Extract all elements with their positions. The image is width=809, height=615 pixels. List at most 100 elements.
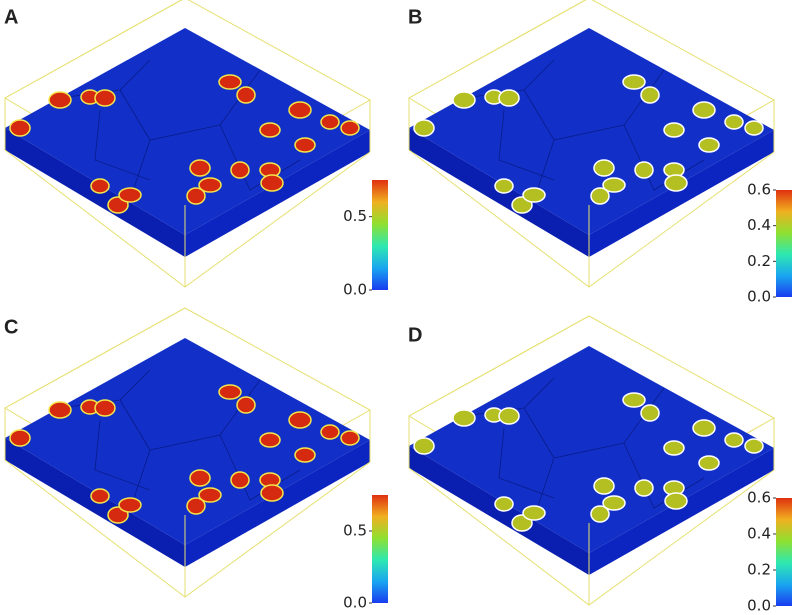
spot bbox=[94, 89, 116, 107]
spot bbox=[48, 91, 72, 109]
colorbar-tick-label: 0.0 bbox=[343, 594, 367, 612]
spot bbox=[94, 399, 116, 417]
box-edges bbox=[408, 100, 775, 288]
colorbar-tick-label: 0.6 bbox=[747, 181, 771, 199]
spot bbox=[320, 424, 340, 440]
colorbar bbox=[776, 498, 792, 606]
spot bbox=[664, 174, 688, 192]
colorbar bbox=[372, 180, 388, 290]
spot bbox=[698, 137, 720, 153]
slab-side bbox=[185, 440, 370, 567]
spot bbox=[413, 437, 435, 455]
spot bbox=[288, 101, 312, 119]
spot bbox=[640, 404, 660, 422]
panel-label: B bbox=[408, 6, 422, 28]
colorbar-tick-label: 0.0 bbox=[343, 281, 367, 299]
spot bbox=[590, 187, 610, 205]
spot bbox=[602, 495, 626, 511]
spot bbox=[413, 119, 435, 137]
spot bbox=[294, 447, 316, 463]
spot bbox=[198, 487, 222, 503]
colorbar-tick-label: 0.0 bbox=[747, 288, 771, 306]
grain-boundaries bbox=[59, 369, 301, 511]
slab-top bbox=[5, 28, 370, 235]
spot bbox=[663, 440, 685, 456]
spot bbox=[260, 484, 284, 502]
spot bbox=[294, 137, 316, 153]
spot bbox=[230, 471, 250, 489]
spot bbox=[320, 114, 340, 130]
box-edges bbox=[408, 315, 590, 468]
spot bbox=[186, 187, 206, 205]
spot bbox=[118, 497, 142, 513]
slab-top bbox=[409, 28, 774, 235]
panel: B 0.0 0.2 0.4 0.6 bbox=[407, 0, 792, 306]
slab-side bbox=[589, 130, 774, 257]
grain-boundaries bbox=[463, 59, 705, 201]
box-edges bbox=[4, 410, 371, 598]
spot bbox=[340, 430, 360, 446]
colorbar-tick-label: 0.2 bbox=[747, 252, 771, 270]
spot bbox=[9, 429, 31, 447]
spot bbox=[452, 91, 476, 109]
colorbar bbox=[776, 190, 792, 297]
spot bbox=[593, 159, 615, 177]
slab-top bbox=[409, 346, 774, 553]
box-edges bbox=[4, 307, 186, 460]
spot bbox=[744, 120, 764, 136]
colorbar-tick-label: 0.6 bbox=[747, 489, 771, 507]
colorbar-tick-label: 0.4 bbox=[747, 216, 771, 234]
grain-boundaries bbox=[59, 59, 301, 201]
spot bbox=[186, 497, 206, 515]
spot bbox=[189, 469, 211, 487]
spot bbox=[498, 407, 520, 425]
spot bbox=[118, 187, 142, 203]
spot bbox=[724, 114, 744, 130]
spot bbox=[602, 177, 626, 193]
spot bbox=[494, 496, 514, 512]
box-edges bbox=[4, 100, 371, 288]
spot bbox=[590, 505, 610, 523]
spot bbox=[340, 120, 360, 136]
spot bbox=[260, 174, 284, 192]
colorbar bbox=[372, 495, 388, 603]
spot bbox=[9, 119, 31, 137]
grain-boundaries bbox=[463, 377, 705, 519]
panel: C 0.0 0.5 bbox=[3, 307, 388, 612]
spot bbox=[724, 432, 744, 448]
spot bbox=[230, 161, 250, 179]
slab-side bbox=[185, 130, 370, 257]
spot bbox=[48, 401, 72, 419]
spot bbox=[664, 492, 688, 510]
spot bbox=[634, 161, 654, 179]
spot bbox=[189, 159, 211, 177]
spot bbox=[218, 384, 242, 400]
spot bbox=[494, 178, 514, 194]
slab-top bbox=[5, 338, 370, 545]
spot bbox=[90, 488, 110, 504]
spot bbox=[522, 505, 546, 521]
spot bbox=[236, 86, 256, 104]
box-edges bbox=[4, 0, 183, 150]
spot bbox=[622, 392, 646, 408]
spot bbox=[522, 187, 546, 203]
panel-label: A bbox=[4, 6, 18, 28]
spot bbox=[498, 89, 520, 107]
spot bbox=[744, 438, 764, 454]
spot bbox=[259, 122, 281, 138]
panel: D 0.0 0.2 0.4 0.6 bbox=[407, 315, 792, 615]
spot bbox=[452, 409, 476, 427]
panel-label: D bbox=[408, 324, 422, 346]
colorbar-tick-label: 0.5 bbox=[343, 207, 367, 225]
spot bbox=[692, 419, 716, 437]
spot bbox=[698, 455, 720, 471]
spot bbox=[236, 396, 256, 414]
spot bbox=[198, 177, 222, 193]
spot bbox=[640, 86, 660, 104]
spot bbox=[692, 101, 716, 119]
spot bbox=[663, 122, 685, 138]
spot bbox=[288, 411, 312, 429]
spot bbox=[593, 477, 615, 495]
colorbar-tick-label: 0.5 bbox=[343, 522, 367, 540]
